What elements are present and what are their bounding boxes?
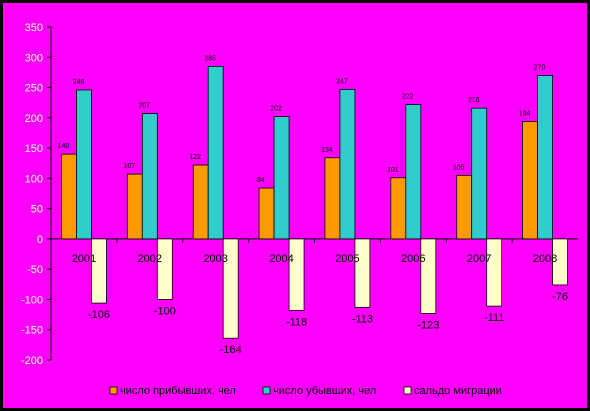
saldo-data-label: -164 [220,344,242,356]
data-label: 285 [204,55,216,62]
data-label: 270 [534,64,546,71]
bar [288,238,305,311]
x-category-label: 2007 [467,253,491,265]
y-tick-label: 150 [25,143,43,155]
data-label: 207 [138,103,150,110]
bar [273,116,290,240]
data-label: 84 [257,177,265,184]
bar [339,88,356,240]
x-category-label: 2001 [72,253,96,265]
data-label: 122 [189,154,201,161]
saldo-data-label: -111 [484,312,504,324]
bar [552,238,568,286]
legend-label: число прибывших, чел [120,385,236,397]
bar [61,153,77,240]
y-tick-label: 250 [25,83,43,95]
bar [156,238,173,300]
saldo-data-label: -118 [286,316,307,328]
x-category-label: 2005 [335,253,359,265]
data-label: 194 [519,110,531,117]
legend-swatch [109,386,118,395]
data-label: 105 [453,164,465,171]
bar [76,89,92,240]
y-tick-label: -100 [21,294,43,306]
y-tick-label: -200 [21,355,43,367]
saldo-data-label: -123 [417,319,439,331]
data-label: 247 [336,78,348,85]
data-label: 140 [58,143,70,150]
data-label: 107 [123,163,135,170]
bar [390,177,407,240]
saldo-data-label: -100 [154,305,176,317]
bar [354,238,371,308]
data-label: 216 [468,97,480,104]
y-tick-label: 100 [25,173,43,185]
x-category-label: 2006 [401,253,425,265]
bar [141,113,158,240]
legend-label: число убывших, чел [273,385,376,397]
bar [537,75,553,240]
bar [456,174,473,240]
bar [405,104,422,240]
saldo-data-label: -106 [88,309,110,321]
x-category-label: 2004 [269,253,293,265]
legend-label: сальдо миграции [414,385,502,397]
saldo-data-label: -76 [552,291,568,303]
x-category-label: 2003 [203,253,227,265]
x-category-label: 2008 [533,253,557,265]
y-tick-label: 0 [37,234,43,246]
bar [324,157,341,240]
y-tick-label: 350 [25,22,43,34]
bar [258,187,275,240]
data-label: 246 [73,79,85,86]
y-tick-label: 50 [31,204,43,216]
bar [471,107,488,240]
legend: число прибывших, чел число убывших, чел са… [109,385,502,397]
y-tick-label: 200 [25,113,43,125]
y-tick-label: -50 [27,264,43,276]
data-label: 202 [270,106,282,113]
x-category-label: 2002 [138,253,162,265]
bar [420,238,437,314]
y-tick-label: -150 [21,325,43,337]
bars [61,65,568,339]
y-tick-label: 300 [25,52,43,64]
bar [522,121,538,240]
data-labels: 140 246 2001 -106 107 207 2002 -100 122 285 2003 -1… [58,55,568,356]
bar [222,238,239,339]
bar [192,164,209,240]
legend-swatch [403,386,412,395]
bar [126,173,143,240]
bar [91,238,107,304]
legend-swatch [262,386,271,395]
data-label: 101 [387,167,399,174]
bar [486,238,503,307]
bar [207,65,224,240]
data-label: 222 [402,93,414,100]
data-label: 134 [321,147,333,154]
saldo-data-label: -113 [352,313,373,325]
